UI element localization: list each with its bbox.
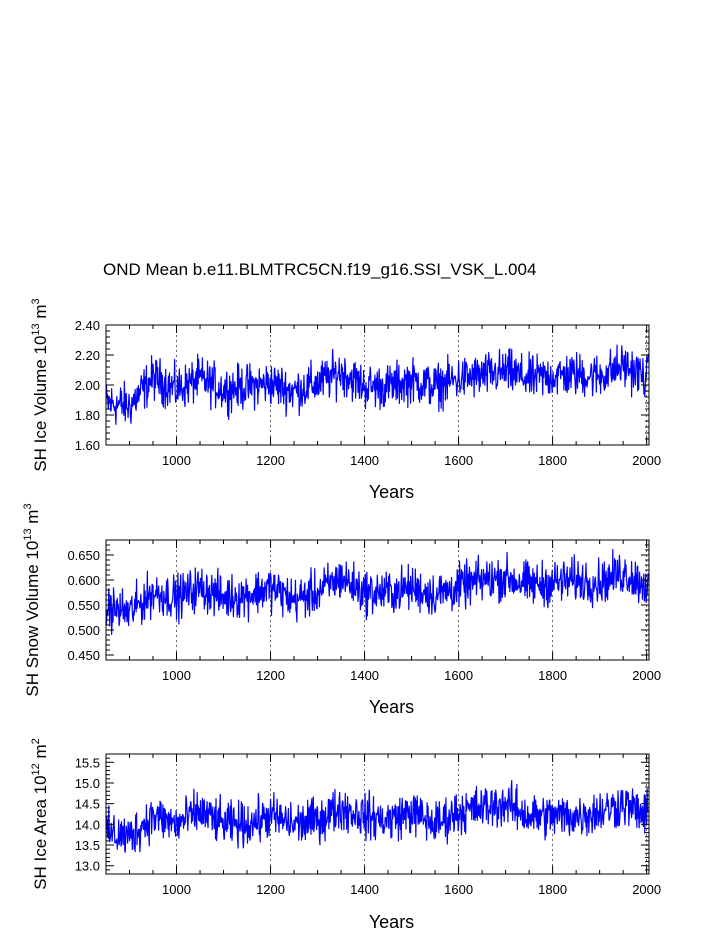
x-tick-label: 1800 bbox=[538, 668, 567, 683]
series-line-2 bbox=[105, 548, 649, 636]
series-line-1 bbox=[105, 344, 649, 425]
x-tick-label: 2000 bbox=[632, 453, 661, 468]
x-axis-label: Years bbox=[369, 912, 414, 932]
y-tick-label: 1.60 bbox=[75, 438, 100, 453]
y-axis-label: SH Ice Volume 1013 m3 bbox=[30, 298, 50, 471]
x-tick-label: 1400 bbox=[350, 668, 379, 683]
y-tick-label: 1.80 bbox=[75, 408, 100, 423]
x-tick-label: 2000 bbox=[632, 882, 661, 897]
y-tick-label: 13.5 bbox=[75, 838, 100, 853]
series-line-3 bbox=[105, 780, 649, 853]
x-tick-label: 1200 bbox=[256, 453, 285, 468]
y-tick-label: 0.550 bbox=[67, 598, 100, 613]
x-tick-label: 1000 bbox=[162, 453, 191, 468]
x-tick-label: 1400 bbox=[350, 453, 379, 468]
y-tick-label: 15.0 bbox=[75, 776, 100, 791]
x-tick-label: 1200 bbox=[256, 668, 285, 683]
panel-3: 1000 1200 1400 1600 1800 2000 13.0 13.5 14.0 14.5… bbox=[30, 738, 661, 932]
y-axis-label: SH Snow Volume 1013 m3 bbox=[22, 503, 42, 696]
x-tick-label: 1800 bbox=[538, 453, 567, 468]
x-axis-label: Years bbox=[369, 697, 414, 717]
y-tick-label: 14.0 bbox=[75, 817, 100, 832]
x-tick-label: 1000 bbox=[162, 668, 191, 683]
y-axis-label: SH Ice Area 1012 m2 bbox=[30, 738, 50, 890]
panel-2: 1000 1200 1400 1600 1800 2000 0.450 0.500 0.550 0… bbox=[22, 503, 661, 717]
x-tick-label: 1800 bbox=[538, 882, 567, 897]
figure-title: OND Mean b.e11.BLMTRC5CN.f19_g16.SSI_VSK… bbox=[103, 260, 536, 279]
panel-1: 1000 1200 1400 1600 1800 2000 1.60 1.80 2.00 2.20… bbox=[30, 298, 661, 502]
x-axis-label: Years bbox=[369, 482, 414, 502]
y-tick-label: 0.500 bbox=[67, 623, 100, 638]
y-tick-label: 15.5 bbox=[75, 755, 100, 770]
x-tick-label: 1600 bbox=[444, 453, 473, 468]
x-tick-label: 1200 bbox=[256, 882, 285, 897]
y-tick-label: 2.40 bbox=[75, 318, 100, 333]
x-tick-label: 1600 bbox=[444, 882, 473, 897]
y-tick-label: 0.650 bbox=[67, 548, 100, 563]
x-tick-label: 1000 bbox=[162, 882, 191, 897]
y-tick-label: 13.0 bbox=[75, 859, 100, 874]
x-tick-label: 1600 bbox=[444, 668, 473, 683]
y-tick-label: 0.450 bbox=[67, 648, 100, 663]
x-tick-label: 2000 bbox=[632, 668, 661, 683]
y-tick-label: 2.00 bbox=[75, 378, 100, 393]
y-tick-label: 2.20 bbox=[75, 348, 100, 363]
y-tick-label: 0.600 bbox=[67, 573, 100, 588]
y-tick-label: 14.5 bbox=[75, 797, 100, 812]
plot-frame bbox=[105, 753, 650, 875]
x-tick-label: 1400 bbox=[350, 882, 379, 897]
